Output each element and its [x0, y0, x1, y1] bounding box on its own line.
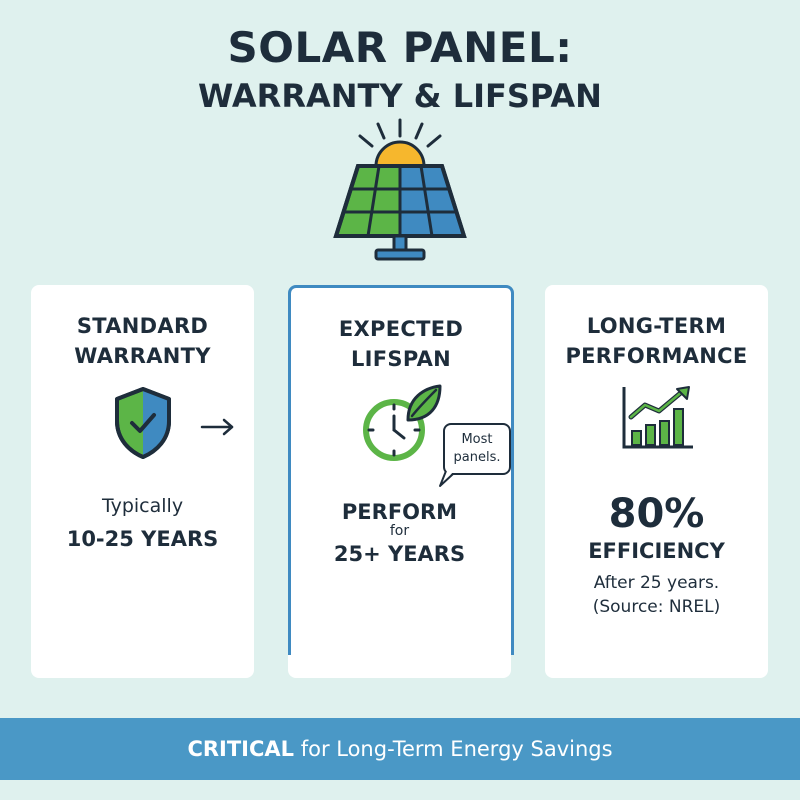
bubble-tail-icon: [439, 470, 454, 487]
footer-banner: CRITICAL for Long-Term Energy Savings: [0, 718, 800, 780]
title-block: SOLAR PANEL: WARRANTY & LIFSPAN: [0, 22, 800, 116]
lifespan-text-line2: for: [389, 523, 410, 539]
efficiency-note-line2: (Source: NREL): [592, 597, 721, 617]
performance-heading-line2: PERFORMANCE: [565, 344, 748, 368]
efficiency-note-line1: After 25 years.: [593, 573, 720, 593]
warranty-card: STANDARD WARRANTY Typically 10-25 YEARS: [31, 285, 254, 678]
warranty-heading-line2: WARRANTY: [74, 344, 211, 368]
lifespan-text-line3: 25+ YEARS: [333, 542, 466, 566]
performance-card: LONG-TERM PERFORMANCE 80% EFFICIENCY Aft…: [545, 285, 768, 678]
performance-heading-line1: LONG-TERM: [586, 314, 727, 338]
solar-panel-sun-icon: [333, 118, 467, 261]
efficiency-percent: 80%: [608, 491, 705, 537]
most-panels-bubble: Most panels.: [443, 423, 511, 475]
arrow-right-icon: [200, 418, 234, 436]
lifespan-heading: EXPECTED LIFSPAN: [291, 314, 511, 374]
bubble-line2: panels.: [453, 450, 501, 465]
lifespan-heading-line1: EXPECTED: [338, 317, 464, 341]
warranty-text-line1: Typically: [101, 495, 184, 517]
warranty-heading-line1: STANDARD: [76, 314, 209, 338]
performance-heading: LONG-TERM PERFORMANCE: [545, 311, 768, 371]
lifespan-heading-line2: LIFSPAN: [350, 347, 452, 371]
page-title: SOLAR PANEL:: [227, 23, 573, 72]
bubble-line1: Most: [461, 432, 493, 447]
footer-bold: CRITICAL: [187, 737, 295, 761]
warranty-text-line2: 10-25 YEARS: [66, 527, 219, 551]
efficiency-label: EFFICIENCY: [588, 539, 725, 563]
clock-leaf-icon: [363, 384, 442, 461]
shield-check-icon: [115, 387, 171, 459]
lifespan-text-line1: PERFORM: [341, 500, 458, 524]
growth-chart-icon: [622, 386, 693, 449]
warranty-heading: STANDARD WARRANTY: [31, 311, 254, 371]
footer-rest: for Long-Term Energy Savings: [294, 737, 613, 761]
page-subtitle: WARRANTY & LIFSPAN: [198, 77, 602, 115]
